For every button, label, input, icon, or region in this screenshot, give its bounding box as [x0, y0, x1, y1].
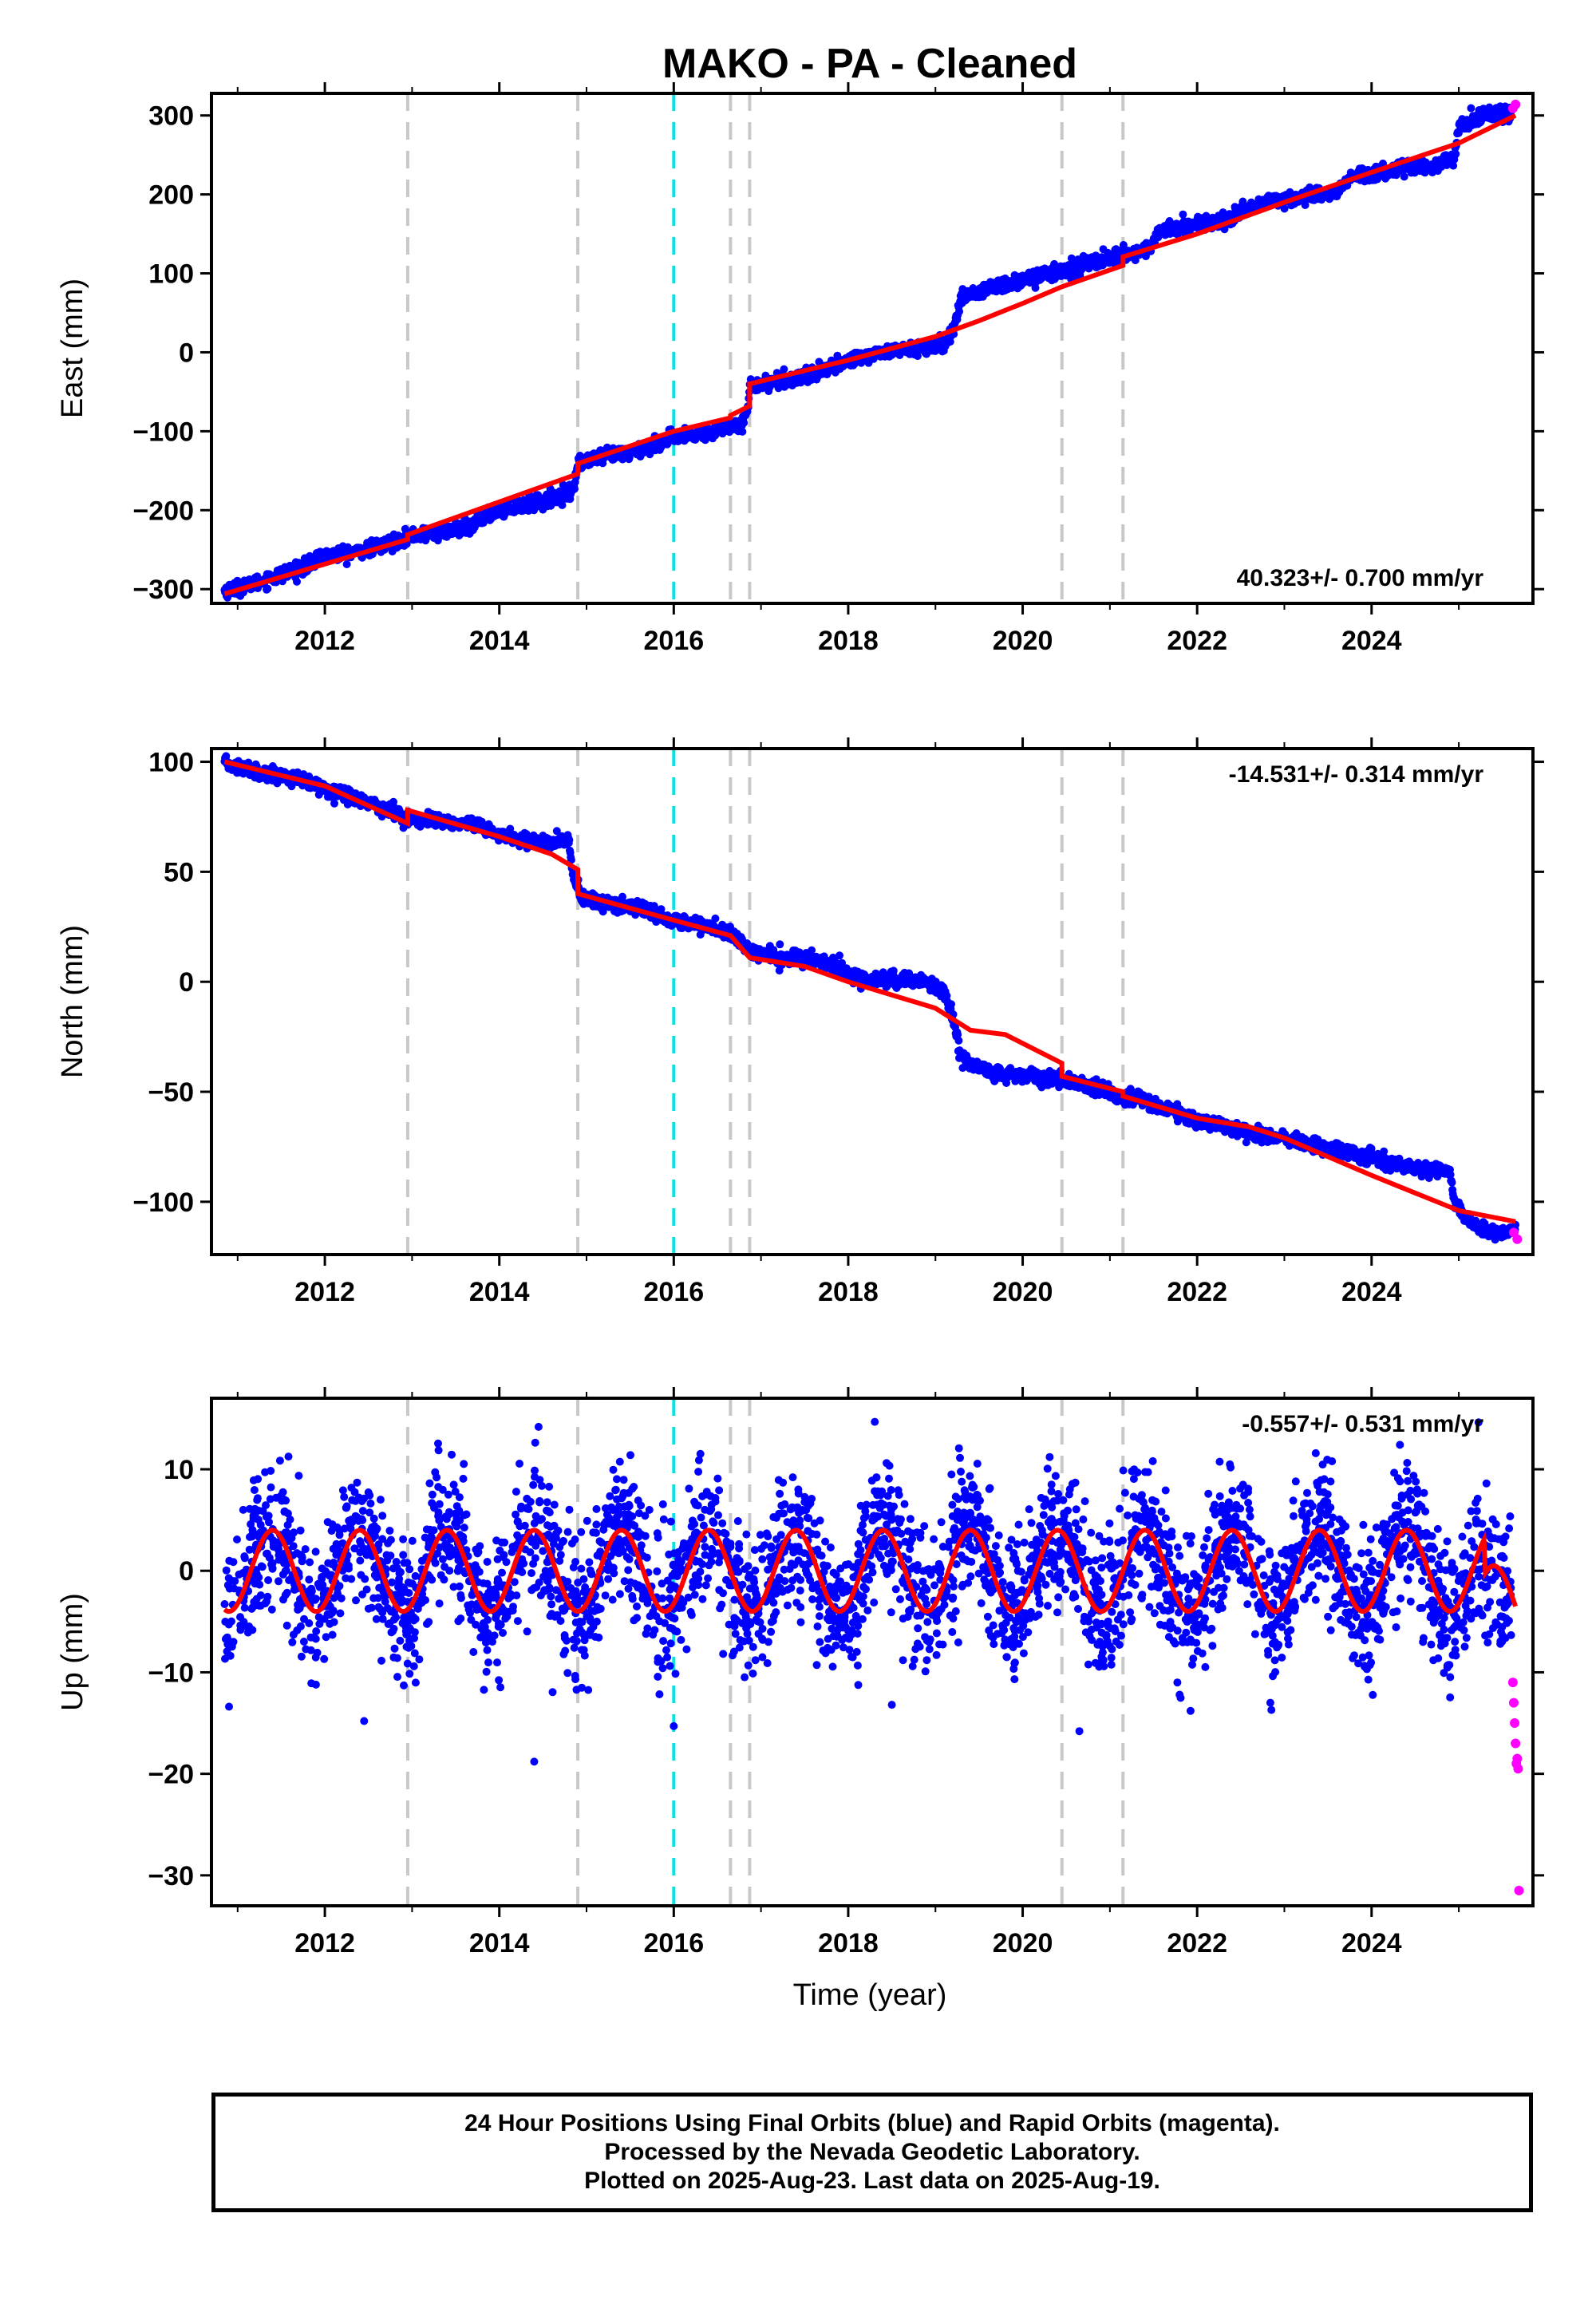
- y-tick-label: −200: [132, 496, 194, 526]
- x-tick-label: 2016: [644, 626, 705, 656]
- y-axis-label: East (mm): [56, 279, 89, 418]
- data-point-final: [650, 902, 658, 911]
- data-point-final: [1452, 149, 1460, 158]
- data-point-final: [263, 584, 272, 593]
- data-point-final: [947, 1000, 955, 1009]
- data-point-final: [1179, 210, 1187, 219]
- data-point-final: [598, 907, 607, 916]
- model-fit-line: [223, 113, 1517, 596]
- data-point-final: [1280, 204, 1289, 213]
- data-point-final: [836, 951, 843, 960]
- plot-area: [220, 749, 1523, 1255]
- data-point-final: [1449, 161, 1458, 170]
- y-tick-label: −100: [132, 417, 194, 447]
- rate-label: 40.323+/- 0.700 mm/yr: [1237, 565, 1484, 591]
- data-point-final: [808, 946, 816, 954]
- data-point-rapid: [1511, 99, 1521, 109]
- data-point-final: [565, 836, 574, 844]
- data-point-final: [1055, 1083, 1064, 1092]
- data-point-final: [740, 418, 749, 427]
- y-tick-label: 100: [148, 259, 194, 290]
- plot-area: [220, 93, 1521, 603]
- x-tick-label: 2014: [469, 626, 530, 656]
- data-point-final: [780, 365, 788, 373]
- x-tick-label: 2012: [294, 626, 355, 656]
- data-point-final: [244, 758, 253, 767]
- data-point-final: [954, 1036, 963, 1045]
- y-tick-label: 200: [148, 180, 194, 211]
- data-point-final: [1119, 241, 1128, 249]
- chart-title: MAKO - PA - Cleaned: [662, 41, 1077, 87]
- data-point-final: [293, 577, 301, 586]
- data-point-final: [913, 352, 922, 361]
- data-point-final: [889, 966, 898, 975]
- panels-group: −300 −200 −100 0 100 200 300 2012 2014 2016 2018 20…: [56, 82, 1544, 1958]
- data-point-final: [657, 905, 666, 914]
- data-point-final: [330, 799, 338, 808]
- y-tick-label: −300: [132, 575, 194, 605]
- data-point-final: [618, 892, 626, 901]
- data-point-final: [558, 501, 567, 509]
- data-point-final: [1467, 104, 1476, 113]
- panel-frame: [210, 92, 1535, 605]
- data-point-final: [1031, 283, 1040, 292]
- data-point-final: [571, 484, 579, 493]
- data-point-final: [954, 1030, 962, 1039]
- panel-east: −300 −200 −100 0 100 200 300 2012 2014 2016 2018 20…: [56, 82, 1544, 656]
- x-tick-label: 2022: [1167, 626, 1227, 656]
- x-tick-label: 2024: [1341, 626, 1402, 656]
- y-tick-label: 300: [148, 101, 194, 132]
- data-point-final: [1301, 201, 1310, 209]
- data-point-final: [552, 827, 561, 836]
- data-point-final: [776, 940, 784, 949]
- data-point-final: [1400, 172, 1408, 181]
- data-point-final: [342, 560, 351, 568]
- data-point-final: [738, 427, 747, 436]
- y-tick-label: 0: [179, 338, 194, 368]
- data-point-final: [506, 824, 515, 833]
- x-tick-label: 2018: [818, 626, 879, 656]
- x-tick-label: 2020: [993, 626, 1053, 656]
- data-point-final: [479, 519, 488, 528]
- data-point-final: [955, 307, 963, 316]
- data-point-final: [711, 914, 720, 923]
